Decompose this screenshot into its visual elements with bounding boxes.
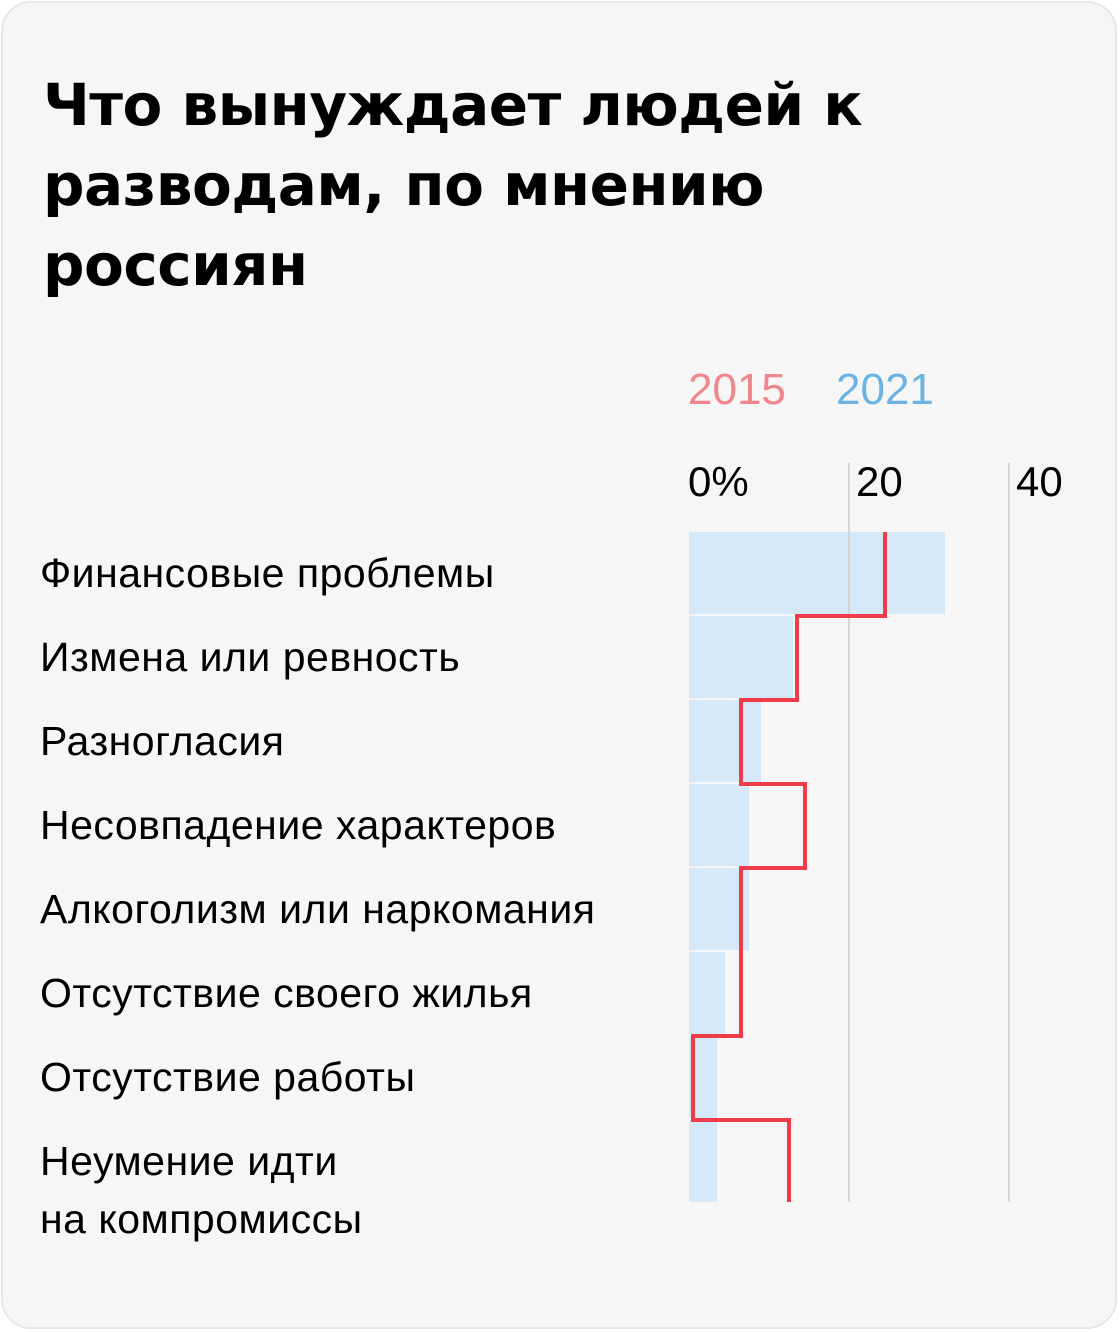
category-label: Неумение идти на компромиссы [40,1132,363,1248]
legend-2021: 2021 [836,365,934,414]
legend-2015: 2015 [688,365,786,414]
bar-2021-1 [689,616,793,698]
category-label: Разногласия [40,712,284,770]
category-label-line: Разногласия [40,718,285,764]
x-tick-0: 0% [688,458,749,505]
category-label-line: Несовпадение характеров [40,802,557,848]
bar-2021-3 [689,784,749,866]
bar-2021-0 [689,532,945,614]
category-label: Несовпадение характеров [40,796,556,854]
category-label-line: Отсутствие своего жилья [40,970,533,1016]
x-tick-40: 40 [1016,458,1063,505]
category-label: Отсутствие работы [40,1048,415,1106]
bar-2021-7 [689,1120,717,1202]
category-label: Измена или ревность [40,628,460,686]
category-label-line: Отсутствие работы [40,1054,416,1100]
category-label-line: Измена или ревность [40,634,461,680]
category-label: Отсутствие своего жилья [40,964,533,1022]
category-label: Финансовые проблемы [40,544,495,602]
category-label-line: на компромиссы [40,1196,363,1242]
category-label-line: Финансовые проблемы [40,550,495,596]
category-label: Алкоголизм или наркомания [40,880,595,938]
chart-title: Что вынуждает людей к разводам, по мнени… [43,71,863,299]
bar-2021-2 [689,700,761,782]
category-label-line: Алкоголизм или наркомания [40,886,596,932]
bar-2021-5 [689,952,725,1034]
x-tick-20: 20 [856,458,903,505]
series-2015-line [691,532,887,1202]
category-label-line: Неумение идти [40,1138,338,1184]
